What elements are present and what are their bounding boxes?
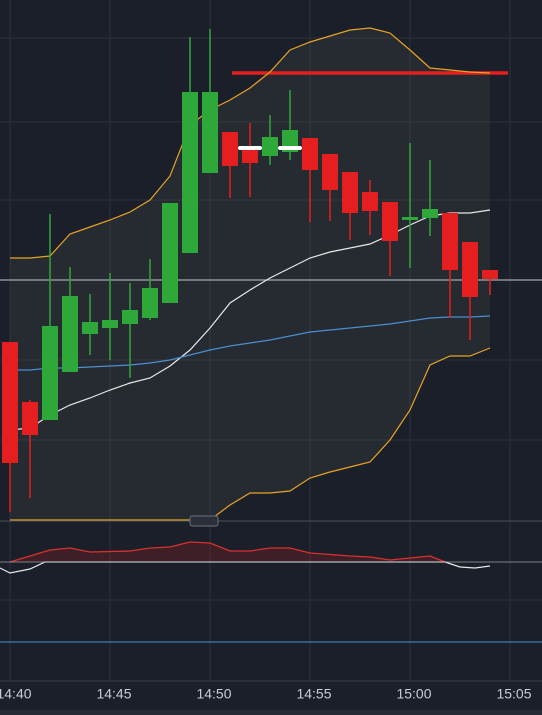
- candle-body: [142, 288, 158, 318]
- scrollbar: [0, 710, 542, 715]
- candle-body: [82, 322, 98, 334]
- x-tick-label: 15:00: [396, 686, 431, 702]
- indicator-line: [10, 347, 491, 521]
- candle-body: [222, 132, 238, 166]
- candle-body: [102, 320, 118, 328]
- candle-body: [442, 213, 458, 270]
- x-tick-label: 14:45: [96, 686, 131, 702]
- candle-body: [402, 217, 418, 220]
- pane-handle[interactable]: [189, 515, 219, 527]
- candle-body: [22, 402, 38, 435]
- x-tick-label: 14:55: [296, 686, 331, 702]
- candle-body: [422, 209, 438, 218]
- candle-body: [362, 192, 378, 211]
- candle-body: [182, 92, 198, 253]
- candle-body: [122, 310, 138, 324]
- candle-body: [302, 138, 318, 170]
- x-tick-label: 14:50: [196, 686, 231, 702]
- candle-body: [42, 326, 58, 420]
- indicator-line: [10, 27, 491, 259]
- candle-body: [322, 154, 338, 190]
- candle-body: [482, 270, 498, 279]
- candle-body: [162, 203, 178, 303]
- candle-body: [2, 342, 18, 463]
- candle-body: [202, 92, 218, 173]
- candle-body: [62, 296, 78, 372]
- candle-body: [342, 172, 358, 213]
- candle-body: [262, 137, 278, 156]
- indicator-line: [10, 315, 491, 371]
- candle-body: [382, 202, 398, 241]
- x-tick-label: 15:05: [496, 686, 531, 702]
- x-tick-label: 14:40: [0, 686, 32, 702]
- candle-body: [242, 146, 258, 163]
- candle-body: [462, 242, 478, 297]
- indicator-pane: [0, 541, 542, 643]
- band-fill: [10, 28, 490, 520]
